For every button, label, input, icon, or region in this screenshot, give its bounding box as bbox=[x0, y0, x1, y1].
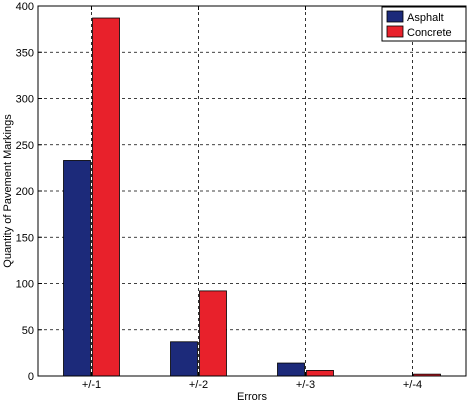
y-tick-label: 400 bbox=[16, 1, 34, 13]
legend-swatch bbox=[386, 25, 404, 38]
bar-concrete bbox=[199, 290, 227, 377]
y-axis-label: Quantity of Pavement Markings bbox=[2, 114, 14, 268]
bar-asphalt bbox=[170, 341, 198, 377]
y-tick-label: 200 bbox=[16, 186, 34, 198]
x-axis-label: Errors bbox=[237, 391, 267, 402]
y-tick-label: 350 bbox=[16, 47, 34, 59]
bar-asphalt bbox=[277, 362, 305, 377]
x-tick-label: +/-4 bbox=[403, 379, 422, 391]
axis-ticks: 0 50 100 150 200 250 300 350 400 +/-1 +/-2 +/-3 +/-4 bbox=[16, 1, 466, 391]
bar-concrete bbox=[306, 370, 334, 377]
grid bbox=[38, 6, 466, 376]
bar-asphalt bbox=[63, 160, 91, 377]
x-tick-label: +/-3 bbox=[296, 379, 315, 391]
y-tick-label: 250 bbox=[16, 140, 34, 152]
y-tick-label: 300 bbox=[16, 94, 34, 106]
legend-label: Asphalt bbox=[407, 12, 444, 24]
y-tick-label: 100 bbox=[16, 279, 34, 291]
legend-swatch bbox=[386, 10, 404, 23]
y-tick-label: 150 bbox=[16, 232, 34, 244]
y-tick-label: 0 bbox=[28, 371, 34, 383]
legend: Asphalt Concrete bbox=[381, 6, 467, 42]
bars bbox=[63, 17, 441, 377]
x-tick-label: +/-1 bbox=[82, 379, 101, 391]
legend-label: Concrete bbox=[407, 27, 452, 39]
bar-concrete bbox=[92, 17, 120, 377]
y-tick-label: 50 bbox=[22, 325, 34, 337]
x-tick-label: +/-2 bbox=[189, 379, 208, 391]
